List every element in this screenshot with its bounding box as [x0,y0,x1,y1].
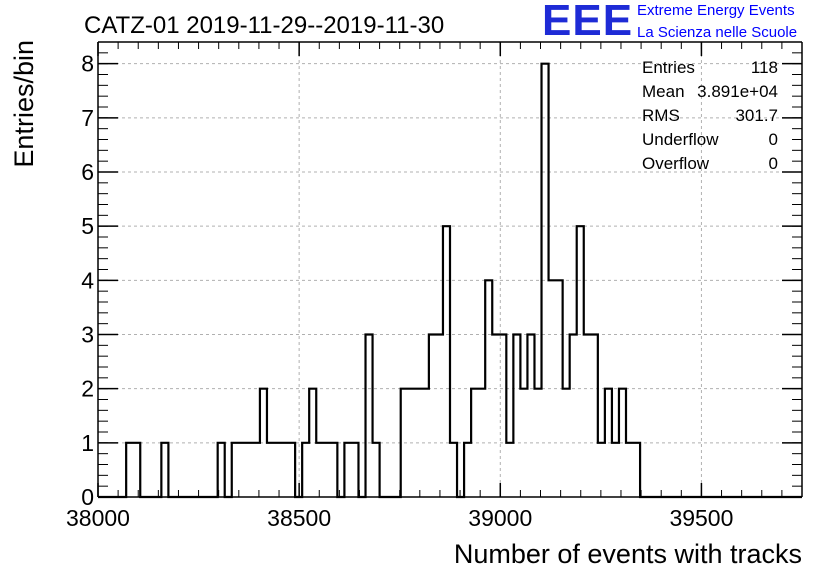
y-tick-label: 5 [81,213,94,239]
stats-value: 0 [768,130,778,149]
histogram-bin [415,389,422,497]
histogram-bin [246,443,253,497]
x-axis-label: Number of events with tracks [454,539,802,569]
eee-logo-line2: La Scienza nelle Scuole [637,24,798,41]
y-tick-label: 2 [81,376,94,402]
stats-value: 0 [768,154,778,173]
histogram-bin [422,389,429,497]
histogram-bin [281,443,288,497]
chart-title: CATZ-01 2019-11-29--2019-11-30 [84,12,444,39]
stats-value: 3.891e+04 [697,82,778,101]
histogram-bin [577,226,584,497]
histogram-bin [323,443,330,497]
histogram-bin [309,389,316,497]
histogram-bin [218,443,225,497]
histogram-bin [260,389,267,497]
histogram-bin [598,443,605,497]
eee-logo-line1: Extreme Energy Events [637,2,795,19]
eee-logo-mark: EEE [542,0,634,45]
stats-key: Entries [642,58,695,77]
histogram-bin [436,335,443,498]
histogram-bin [366,335,373,498]
histogram-bin [542,64,549,497]
histogram-bin [288,443,295,497]
histogram-bin [591,335,598,498]
histogram-bin [253,443,260,497]
histogram-bin [401,389,408,497]
stats-value: 118 [750,58,778,77]
histogram-bin [443,226,450,497]
histogram-bin [619,389,626,497]
histogram-bin [373,443,380,497]
histogram-bin [302,443,309,497]
y-tick-label: 8 [81,51,94,77]
histogram-bin [330,443,337,497]
histogram-bin [492,335,499,498]
stats-row-overflow: Overflow 0 [640,154,780,178]
histogram-bin [232,443,239,497]
histogram-bin [351,443,358,497]
histogram-bin [239,443,246,497]
histogram-bin [499,335,506,498]
y-tick-label: 3 [81,322,94,348]
histogram-bin [534,389,541,497]
stats-key: Overflow [642,154,710,173]
stats-row-rms: RMS 301.7 [640,106,780,130]
histogram-bin [464,443,471,497]
histogram-bin [549,280,556,497]
grid-layer [98,42,802,497]
stats-key: Underflow [642,130,719,149]
histogram-bin [556,280,563,497]
histogram-bin [612,443,619,497]
histogram-bin [527,335,534,498]
axis-layer [97,41,803,498]
histogram-bin [267,443,274,497]
histogram-bin [344,443,351,497]
x-tick-label: 38000 [66,505,130,531]
stats-value: 301.7 [735,106,778,125]
y-tick-label: 7 [81,105,94,131]
stats-key: RMS [642,106,680,125]
y-tick-label: 1 [81,430,94,456]
stats-row-underflow: Underflow 0 [640,130,780,154]
histogram-bin [563,389,570,497]
y-tick-label: 6 [81,159,94,185]
histogram-bin [570,335,577,498]
stats-key: Mean [642,82,685,101]
histogram-bin [471,389,478,497]
histogram-bin [520,389,527,497]
histogram-bin [626,443,633,497]
histogram-bin [633,443,640,497]
histogram-bin [513,335,520,498]
y-tick-label: 0 [81,484,94,510]
histogram-bin [450,443,457,497]
stats-box: Entries 118 Mean 3.891e+04 RMS 301.7 Und… [640,58,780,178]
histogram-bin [584,335,591,498]
histogram-bin [506,443,513,497]
stats-row-mean: Mean 3.891e+04 [640,82,780,106]
histogram-bin [274,443,281,497]
tick-labels: 0 1 2 3 4 5 6 7 8 38000 38500 39000 39500 [66,51,733,531]
y-tick-label: 4 [81,267,94,293]
x-tick-label: 39000 [468,505,532,531]
histogram-bin [485,280,492,497]
histogram-bin [605,389,612,497]
histogram-bin [126,443,133,497]
histogram-bin [161,443,168,497]
y-axis-label: Entries/bin [9,40,39,168]
histogram-bin [478,389,485,497]
stats-row-entries: Entries 118 [640,58,780,82]
histogram-bin [408,389,415,497]
x-tick-label: 38500 [267,505,331,531]
histogram-bin [316,443,323,497]
histogram-bin [429,335,436,498]
histogram-bin [133,443,140,497]
x-tick-label: 39500 [669,505,733,531]
